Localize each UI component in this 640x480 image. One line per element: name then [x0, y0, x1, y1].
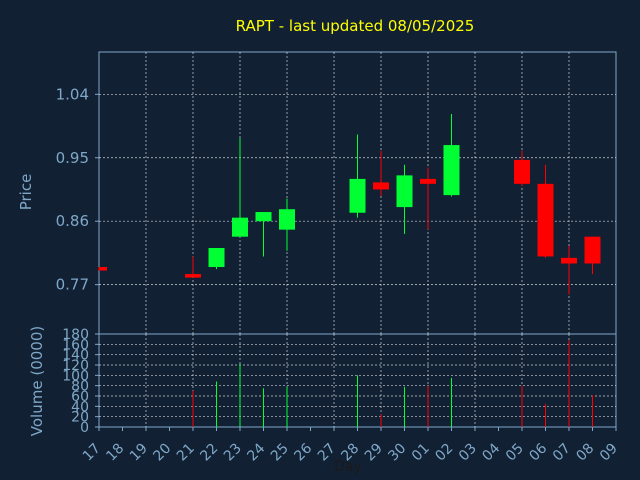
candle-body [255, 212, 272, 222]
candle-body [279, 209, 295, 230]
candle-body [185, 274, 201, 278]
volume-tick-label: 60 [71, 389, 89, 405]
price-tick-label: 0.86 [56, 212, 89, 230]
day-tick-label: 05 [503, 441, 527, 465]
volume-axis-label: Volume (0000) [28, 326, 46, 436]
volume-tick-label: 120 [62, 358, 89, 374]
volume-tick-label: 100 [62, 368, 89, 384]
price-axis-label: Price [17, 174, 35, 211]
day-tick-label: 08 [573, 441, 597, 465]
day-tick-label: 24 [244, 440, 268, 464]
volume-tick-label: 80 [71, 379, 89, 395]
candle-body [514, 159, 530, 184]
day-tick-label: 29 [362, 441, 386, 465]
volume-tick-label: 140 [62, 348, 89, 364]
day-tick-label: 25 [268, 441, 292, 465]
day-tick-label: 30 [385, 441, 409, 465]
day-tick-label: 21 [174, 441, 198, 465]
day-tick-label: 23 [221, 441, 245, 465]
volume-tick-label: 40 [71, 399, 89, 415]
candle-body [443, 145, 460, 196]
candle-body [373, 182, 389, 190]
candle-body [420, 178, 436, 184]
day-tick-label: 20 [150, 441, 174, 465]
day-tick-label: 07 [550, 441, 574, 465]
price-axis: 0.77 0.86 0.95 1.04 [56, 85, 99, 294]
day-tick-label: 01 [409, 441, 433, 465]
candle-body [561, 257, 577, 264]
volume-tick-label: 0 [80, 420, 89, 436]
chart-title: RAPT - last updated 08/05/2025 [236, 17, 475, 35]
day-tick-label: 09 [597, 441, 621, 465]
day-tick-label: 03 [456, 441, 480, 465]
candle-body [349, 178, 366, 213]
candle-body [232, 217, 248, 237]
candle-body [584, 236, 601, 264]
volume-tick-label: 180 [62, 327, 89, 343]
day-tick-label: 26 [291, 440, 315, 464]
day-tick-label: 19 [127, 441, 151, 465]
price-tick-label: 1.04 [56, 85, 89, 103]
day-tick-label: 04 [479, 440, 503, 464]
volume-tick-label: 160 [62, 337, 89, 353]
day-tick-label: 17 [80, 441, 104, 465]
price-tick-label: 0.77 [56, 276, 89, 294]
day-tick-label: 02 [432, 441, 456, 465]
price-candles [98, 114, 601, 295]
price-tick-label: 0.95 [56, 149, 89, 167]
candle-body [396, 175, 413, 208]
day-tick-label: 22 [197, 441, 221, 465]
day-axis-label: Day [334, 459, 362, 475]
candle-body [99, 267, 107, 271]
day-tick-label: 18 [103, 441, 127, 465]
day-tick-label: 06 [526, 440, 550, 464]
candle-body [537, 183, 554, 257]
volume-bars [192, 340, 593, 427]
volume-tick-label: 20 [71, 410, 89, 426]
candle-body [208, 247, 225, 268]
